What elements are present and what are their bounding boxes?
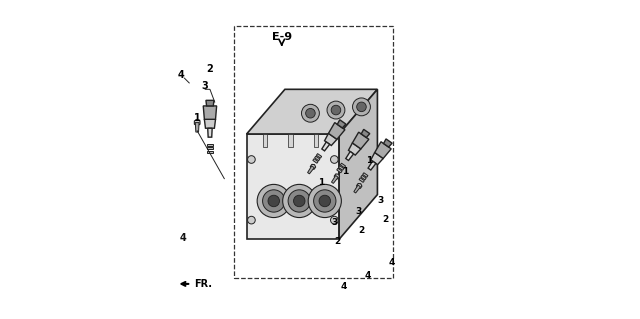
Polygon shape <box>315 156 320 161</box>
Polygon shape <box>207 151 212 153</box>
Polygon shape <box>339 89 378 239</box>
Circle shape <box>331 105 340 115</box>
Polygon shape <box>353 132 369 149</box>
Text: 3: 3 <box>332 218 337 227</box>
Polygon shape <box>363 173 368 177</box>
Polygon shape <box>337 168 342 173</box>
Polygon shape <box>316 153 322 158</box>
Polygon shape <box>313 159 318 163</box>
Text: 2: 2 <box>358 226 365 235</box>
Polygon shape <box>359 178 364 182</box>
Polygon shape <box>208 128 212 137</box>
Bar <box>314 134 319 147</box>
Polygon shape <box>374 142 391 159</box>
Polygon shape <box>328 122 345 139</box>
Text: E-9: E-9 <box>271 32 292 42</box>
Circle shape <box>294 195 305 207</box>
Polygon shape <box>310 164 316 169</box>
Polygon shape <box>206 100 214 106</box>
Polygon shape <box>361 175 366 180</box>
Text: 4: 4 <box>180 233 187 243</box>
Circle shape <box>356 102 366 112</box>
Polygon shape <box>324 133 337 145</box>
Polygon shape <box>207 147 212 149</box>
Text: 3: 3 <box>202 81 209 91</box>
Text: 3: 3 <box>378 196 384 204</box>
Polygon shape <box>354 185 360 193</box>
Circle shape <box>330 156 338 163</box>
Text: 4: 4 <box>178 70 184 80</box>
Text: 3: 3 <box>355 207 362 216</box>
Polygon shape <box>371 152 383 165</box>
Text: 2: 2 <box>382 215 388 224</box>
Circle shape <box>262 190 285 212</box>
Text: 1: 1 <box>194 113 200 123</box>
Circle shape <box>314 190 336 212</box>
Text: 1: 1 <box>366 156 372 165</box>
Polygon shape <box>246 134 339 239</box>
Bar <box>288 134 293 147</box>
Polygon shape <box>207 144 212 146</box>
Polygon shape <box>368 161 376 170</box>
Circle shape <box>268 195 280 207</box>
Circle shape <box>319 195 330 207</box>
Text: FR.: FR. <box>182 279 212 289</box>
Polygon shape <box>356 183 362 188</box>
Polygon shape <box>195 119 200 126</box>
Polygon shape <box>204 119 216 128</box>
Text: 4: 4 <box>340 282 347 291</box>
Polygon shape <box>340 163 346 168</box>
Polygon shape <box>322 142 330 151</box>
Polygon shape <box>332 175 338 183</box>
Circle shape <box>308 184 341 218</box>
Circle shape <box>248 156 255 163</box>
Text: 4: 4 <box>365 271 371 279</box>
Polygon shape <box>339 166 344 170</box>
Polygon shape <box>361 129 370 137</box>
Circle shape <box>306 108 316 118</box>
Circle shape <box>301 104 319 122</box>
Circle shape <box>353 98 371 116</box>
Circle shape <box>288 190 310 212</box>
Polygon shape <box>246 89 378 134</box>
Polygon shape <box>204 106 217 119</box>
Circle shape <box>257 184 291 218</box>
Circle shape <box>248 216 255 224</box>
Text: 2: 2 <box>335 237 340 246</box>
Polygon shape <box>346 152 353 160</box>
Text: 1: 1 <box>319 178 324 187</box>
Polygon shape <box>337 120 346 128</box>
Text: 2: 2 <box>207 64 213 74</box>
Bar <box>234 26 394 278</box>
Polygon shape <box>308 166 314 174</box>
Polygon shape <box>348 143 361 155</box>
Circle shape <box>283 184 316 218</box>
Text: 4: 4 <box>388 258 395 267</box>
Polygon shape <box>195 122 199 132</box>
Polygon shape <box>383 139 392 147</box>
Circle shape <box>330 216 338 224</box>
Text: 1: 1 <box>342 167 349 176</box>
Bar <box>262 134 268 147</box>
Polygon shape <box>334 174 340 179</box>
Circle shape <box>327 101 345 119</box>
